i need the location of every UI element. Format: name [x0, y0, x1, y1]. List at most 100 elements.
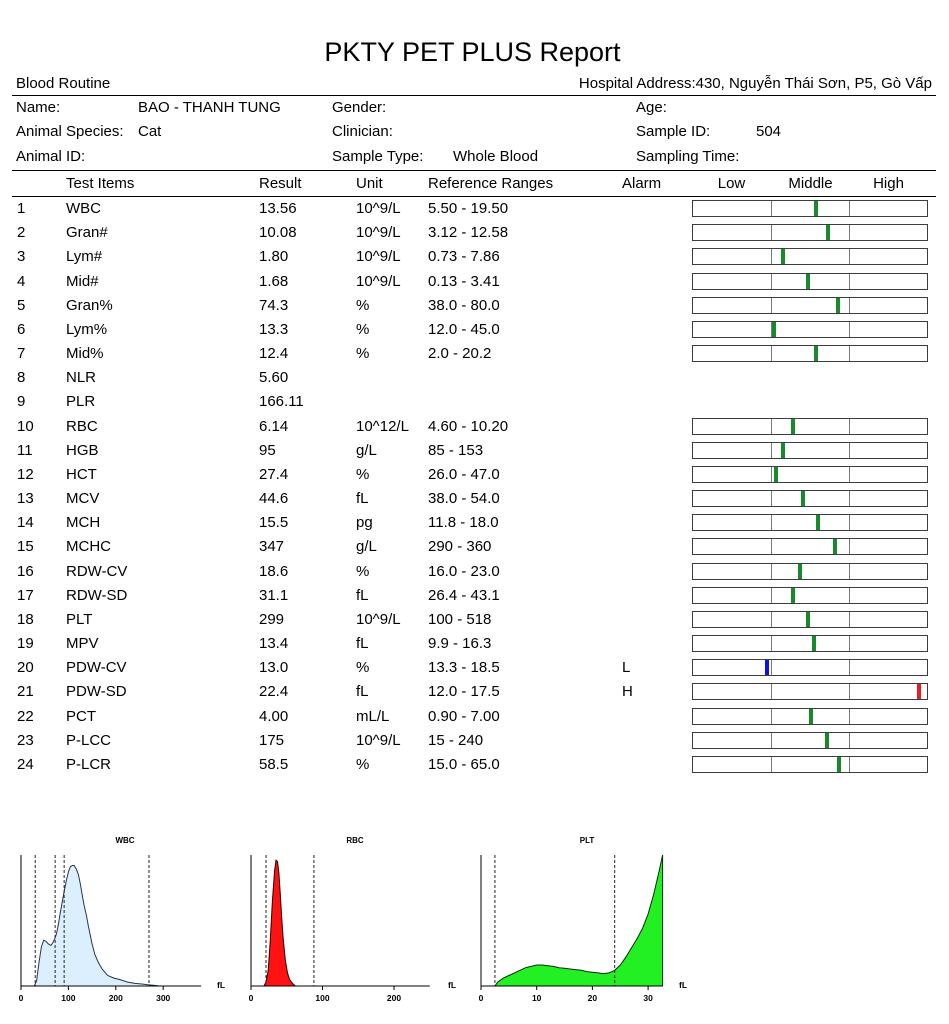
test-result: 95	[259, 441, 276, 459]
result-marker	[772, 321, 777, 337]
reference-range: 0.90 - 7.00	[428, 707, 500, 725]
sampling-time-label: Sampling Time:	[636, 148, 740, 165]
sample-type: Whole Blood	[453, 148, 539, 165]
result-marker	[790, 418, 795, 434]
result-marker	[764, 660, 769, 676]
range-segment-divider	[849, 442, 850, 458]
range-indicator-bar	[692, 635, 928, 653]
reference-range: 2.0 - 20.2	[428, 345, 492, 362]
test-row: 23 P-LCC 175 10^9/L 15 - 240	[0, 731, 949, 750]
range-segment-divider	[849, 466, 850, 482]
result-marker	[916, 684, 921, 700]
test-result: 1.68	[259, 272, 289, 290]
test-result: 175	[259, 731, 285, 749]
test-row: 21 PDW-SD 22.4 fL 12.0 - 17.5 H	[0, 683, 949, 701]
range-segment-divider	[771, 636, 772, 652]
range-segment-divider	[771, 321, 772, 337]
row-number: 4	[17, 272, 26, 290]
test-row: 19 MPV 13.4 fL 9.9 - 16.3	[0, 635, 949, 653]
test-unit: %	[356, 755, 370, 773]
test-item-name: PDW-SD	[66, 683, 127, 701]
age-label: Age:	[636, 99, 667, 116]
test-row: 6 Lym% 13.3% 12.0 - 45.0	[0, 320, 949, 339]
result-marker	[791, 587, 795, 603]
column-header-low: Low	[717, 175, 746, 192]
reference-range: 85 - 153	[428, 441, 484, 459]
range-indicator-bar	[692, 707, 928, 725]
range-segment-divider	[771, 466, 772, 482]
reference-range: 13.3 - 18.5	[428, 659, 500, 677]
test-unit: mL/L	[356, 707, 390, 725]
rbc-x-tick-label: 200	[387, 993, 401, 1003]
reference-range: 9.9 - 16.3	[428, 635, 492, 653]
test-result: 5.60	[259, 369, 289, 387]
wbc-x-tick-label: 200	[109, 993, 123, 1003]
reference-range: 16.0 - 23.0	[428, 562, 500, 580]
reference-range: 5.50 - 19.50	[428, 200, 509, 217]
reference-range: 26.4 - 43.1	[428, 586, 500, 604]
test-row: 17 RDW-SD 31.1 fL 26.4 - 43.1	[0, 586, 949, 605]
range-segment-divider	[849, 539, 850, 555]
range-segment-divider	[771, 249, 772, 265]
test-result: 10.08	[259, 224, 297, 242]
plt-x-axis-unit: fL	[679, 980, 687, 990]
hospital-address: Hospital Address:430, Nguyễn Thái Sơn, P…	[578, 75, 932, 92]
column-header-unit: Unit	[356, 175, 383, 192]
test-row: 9 PLR 166.11	[0, 393, 949, 411]
range-indicator-bar	[692, 224, 928, 242]
section-name: Blood Routine	[16, 75, 111, 92]
test-item-name: MCHC	[66, 538, 111, 556]
range-segment-divider	[771, 442, 772, 458]
result-marker	[806, 611, 811, 627]
range-segment-divider	[849, 225, 850, 241]
rbc-histogram-area	[263, 859, 297, 987]
range-segment-divider	[849, 587, 850, 603]
reference-range: 11.8 - 18.0	[428, 514, 499, 532]
range-segment-divider	[849, 708, 850, 724]
test-item-name: MCV	[66, 490, 100, 507]
row-number: 19	[17, 635, 34, 653]
result-marker	[780, 442, 785, 458]
report-title: PKTY PET PLUS Report	[324, 37, 621, 67]
test-item-name: NLR	[66, 369, 97, 387]
test-result: 44.6	[259, 490, 289, 507]
test-result: 13.3	[259, 320, 289, 338]
test-item-name: WBC	[66, 200, 101, 217]
range-indicator-bar	[692, 345, 928, 362]
test-row: 4 Mid# 1.68 10^9/L 0.13 - 3.41	[0, 272, 949, 291]
test-item-name: Lym%	[66, 320, 108, 338]
test-item-name: MPV	[66, 635, 99, 653]
test-unit: fL	[356, 683, 369, 701]
test-item-name: PLT	[66, 610, 93, 628]
test-unit: 10^9/L	[356, 200, 401, 217]
range-segment-divider	[849, 346, 850, 361]
reference-range: 12.0 - 45.0	[428, 320, 500, 338]
range-segment-divider	[849, 515, 850, 531]
range-segment-divider	[849, 684, 850, 700]
range-indicator-bar	[692, 538, 928, 556]
reference-range: 0.13 - 3.41	[428, 272, 500, 290]
test-row: 10 RBC 6.14 10^12/L 4.60 - 10.20	[0, 417, 949, 436]
result-marker	[780, 249, 785, 265]
range-segment-divider	[849, 732, 850, 748]
row-number: 14	[17, 514, 34, 532]
range-segment-divider	[849, 418, 850, 434]
test-unit: %	[356, 320, 370, 338]
test-unit: 10^9/L	[356, 610, 401, 628]
row-number: 11	[17, 441, 33, 459]
reference-range: 290 - 360	[428, 538, 492, 556]
test-item-name: RDW-SD	[66, 586, 128, 604]
row-number: 5	[17, 296, 26, 314]
test-item-name: RBC	[66, 417, 98, 435]
test-unit: %	[356, 659, 370, 677]
test-result: 4.00	[259, 707, 289, 725]
test-result: 18.6	[259, 562, 289, 580]
range-segment-divider	[771, 756, 772, 772]
column-header-reference: Reference Ranges	[428, 175, 554, 192]
test-item-name: PLR	[66, 393, 96, 411]
range-segment-divider	[849, 756, 850, 772]
animal-id-label: Animal ID:	[16, 148, 86, 165]
result-marker	[805, 273, 810, 289]
test-row: 12 HCT 27.4% 26.0 - 47.0	[0, 465, 949, 484]
test-item-name: Lym#	[66, 248, 103, 266]
